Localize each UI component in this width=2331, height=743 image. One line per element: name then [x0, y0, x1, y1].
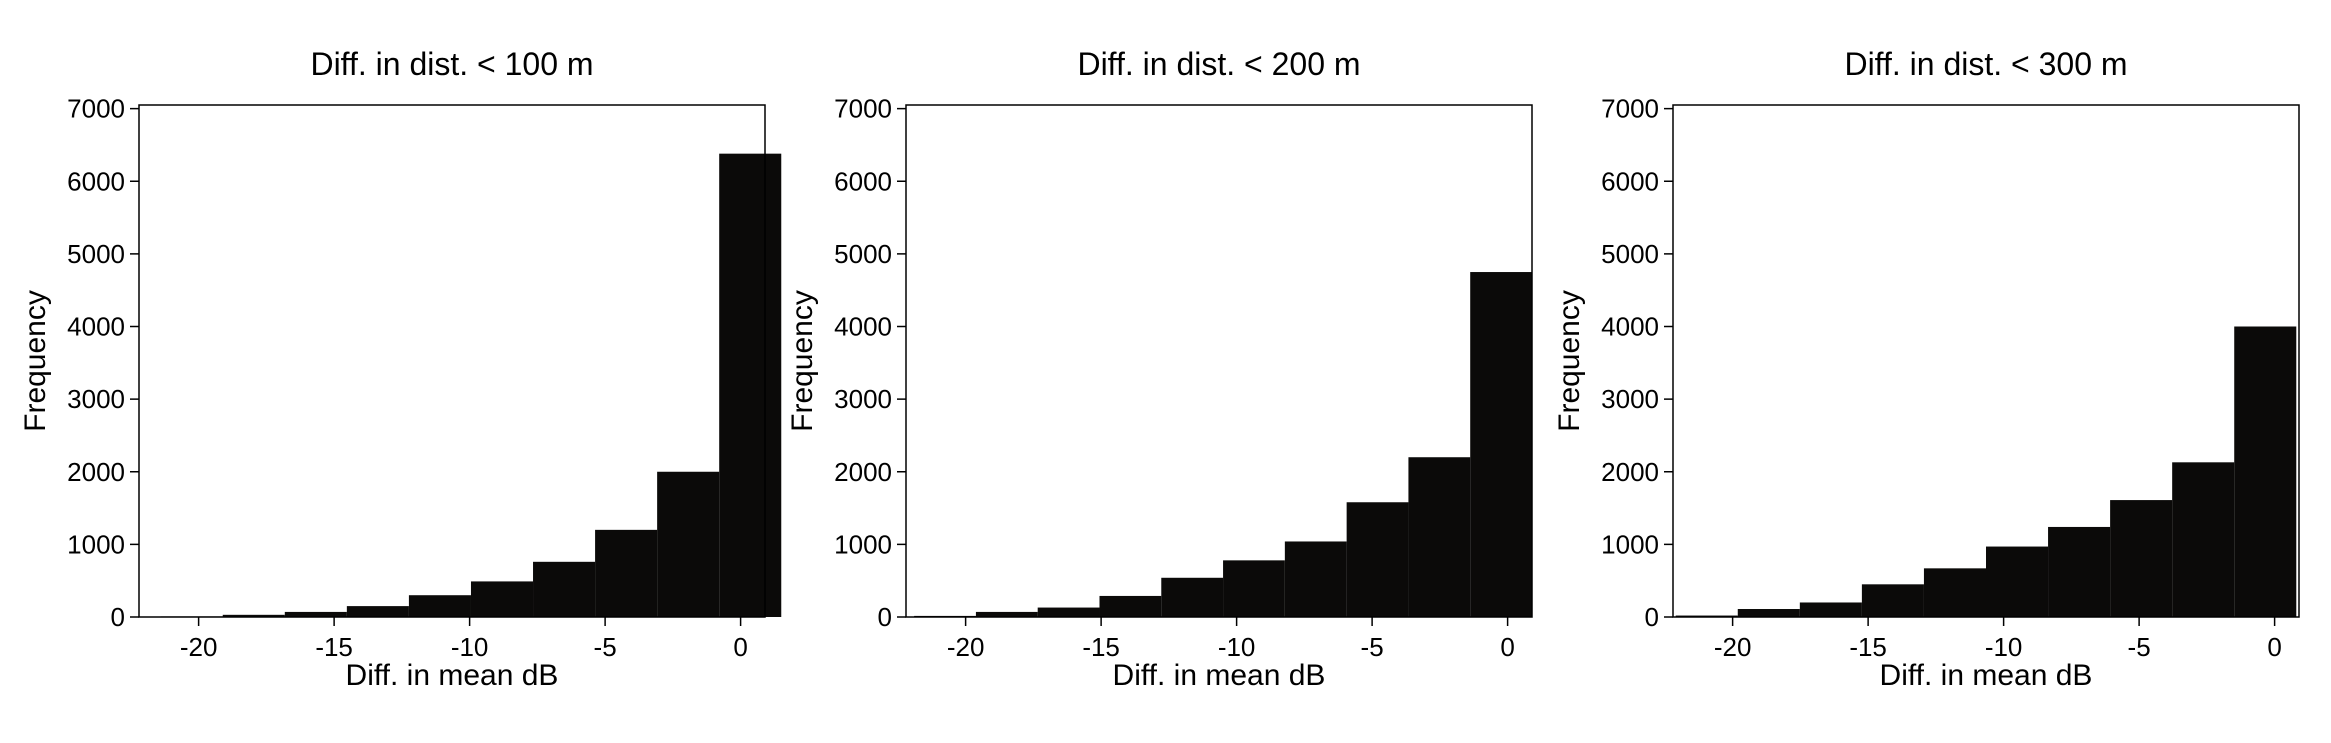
histogram-bar: [1923, 568, 1986, 617]
histogram-bar: [222, 614, 285, 617]
x-axis-label: Diff. in mean dB: [1880, 659, 2093, 692]
chart-panel-1: -20 -15 -10 -5 0 0 1000 2000 3000 4000 5000 6000 700…: [19, 46, 782, 692]
chart-title: Diff. in dist. < 200 m: [1077, 46, 1360, 82]
histogram-bar: [1099, 595, 1162, 617]
y-tick-label: 4000: [1601, 312, 1659, 342]
histogram-bar: [1986, 546, 2049, 617]
x-tick-label: -10: [1218, 632, 1256, 662]
y-tick-label: 7000: [67, 94, 125, 124]
y-tick-label: 5000: [67, 239, 125, 269]
y-tick-label: 7000: [834, 94, 892, 124]
x-tick-label: 0: [2267, 632, 2281, 662]
x-axis-label: Diff. in mean dB: [1113, 659, 1326, 692]
y-tick-label: 5000: [834, 239, 892, 269]
histogram-bar: [2048, 526, 2111, 617]
x-tick-label: -15: [1849, 632, 1887, 662]
x-tick-label: -10: [1985, 632, 2023, 662]
y-tick-label: 6000: [834, 166, 892, 196]
x-tick-label: -15: [315, 632, 353, 662]
y-tick-label: 1000: [834, 529, 892, 559]
y-tick-label: 6000: [67, 166, 125, 196]
y-axis-label: Frequency: [786, 290, 819, 432]
histogram-bar: [346, 606, 409, 617]
y-tick-label: 1000: [1601, 529, 1659, 559]
x-tick-label: -5: [594, 632, 617, 662]
y-tick-label: 2000: [67, 457, 125, 487]
histogram-bar: [408, 595, 471, 617]
plot-frame: [1672, 104, 2300, 618]
histogram-bar: [1037, 607, 1100, 617]
histogram-bar: [1737, 609, 1800, 617]
x-tick-label: -15: [1082, 632, 1120, 662]
histogram-bar: [2172, 462, 2235, 617]
x-tick-label: -5: [2128, 632, 2151, 662]
chart-title: Diff. in dist. < 300 m: [1844, 46, 2127, 82]
y-tick-label: 0: [1645, 602, 1659, 632]
y-axis-label: Frequency: [1553, 290, 1586, 432]
y-tick-label: 0: [111, 602, 125, 632]
chart-panel-3: -20 -15 -10 -5 0 0 1000 2000 3000 4000 5000 6000 700…: [1553, 46, 2300, 692]
histogram-bar: [1346, 502, 1409, 617]
histogram-bar: [975, 611, 1038, 617]
histogram-bar: [1408, 457, 1471, 617]
y-tick-label: 0: [878, 602, 892, 632]
x-axis-label: Diff. in mean dB: [346, 659, 559, 692]
y-tick-label: 3000: [834, 384, 892, 414]
histogram-bar: [595, 529, 658, 617]
y-tick-label: 2000: [1601, 457, 1659, 487]
y-tick-label: 5000: [1601, 239, 1659, 269]
x-tick-label: -5: [1361, 632, 1384, 662]
y-tick-label: 3000: [67, 384, 125, 414]
y-tick-label: 1000: [67, 529, 125, 559]
x-tick-label: -20: [1714, 632, 1752, 662]
plot-frame: [138, 104, 766, 618]
histogram-bar: [719, 153, 782, 617]
x-tick-label: 0: [1500, 632, 1514, 662]
histogram-bar: [284, 611, 347, 617]
chart-panel-2: -20 -15 -10 -5 0 0 1000 2000 3000 4000 5000 6000 700…: [786, 46, 1533, 692]
y-tick-label: 4000: [67, 312, 125, 342]
histogram-bar: [657, 471, 720, 617]
y-tick-label: 6000: [1601, 166, 1659, 196]
histogram-bar: [1223, 560, 1285, 617]
y-axis-label: Frequency: [19, 290, 52, 432]
y-tick-label: 4000: [834, 312, 892, 342]
histogram-bar: [1161, 577, 1224, 617]
x-tick-label: 0: [733, 632, 747, 662]
histogram-bar: [2234, 326, 2297, 617]
histogram-bar: [1470, 272, 1532, 617]
histogram-bar: [470, 581, 534, 617]
histogram-bar: [1861, 584, 1924, 617]
y-tick-label: 7000: [1601, 94, 1659, 124]
x-tick-label: -20: [180, 632, 218, 662]
histogram-bar: [1799, 602, 1862, 617]
y-tick-label: 2000: [834, 457, 892, 487]
histogram-bar: [1284, 541, 1347, 617]
histogram-bar: [2110, 500, 2173, 617]
plot-frame: [905, 104, 1533, 618]
chart-title: Diff. in dist. < 100 m: [310, 46, 593, 82]
histogram-bar: [533, 561, 596, 617]
y-tick-label: 3000: [1601, 384, 1659, 414]
x-tick-label: -10: [451, 632, 489, 662]
x-tick-label: -20: [947, 632, 985, 662]
